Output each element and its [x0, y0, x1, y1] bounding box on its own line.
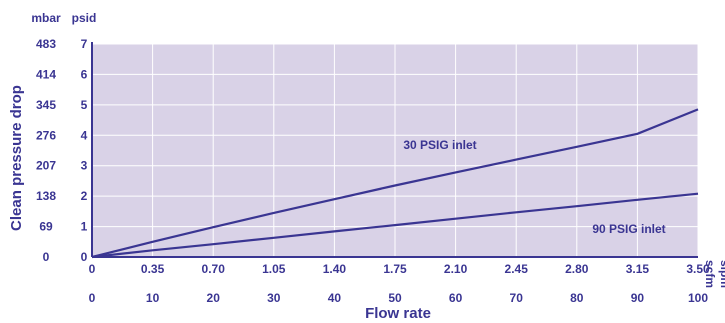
x-tick-label-slpm: 60 — [449, 291, 463, 305]
y-tick-label-psid: 6 — [81, 67, 88, 81]
x-unit-scfm: scfm — [703, 260, 717, 288]
x-tick-label-slpm: 80 — [570, 291, 584, 305]
y-tick-label-psid: 7 — [81, 37, 88, 51]
y-tick-label-mbar: 483 — [36, 37, 56, 51]
y-tick-label-psid: 5 — [81, 98, 88, 112]
y-tick-label-mbar: 0 — [43, 250, 50, 264]
series-label-30-psig: 30 PSIG inlet — [403, 138, 476, 152]
x-tick-label-scfm: 2.10 — [444, 262, 468, 276]
y-tick-label-mbar: 138 — [36, 189, 56, 203]
y-tick-label-psid: 3 — [81, 159, 88, 173]
y-tick-label-psid: 4 — [81, 128, 88, 142]
x-tick-label-scfm: 3.50 — [686, 262, 710, 276]
series-line-1 — [91, 192, 699, 259]
x-tick-label-slpm: 100 — [688, 291, 708, 305]
y-tick-label-mbar: 276 — [36, 128, 56, 142]
y-axis-title: Clean pressure drop — [8, 85, 25, 231]
x-axis-title: Flow rate — [365, 305, 431, 322]
series-lines — [91, 108, 699, 259]
y-unit-mbar: mbar — [31, 11, 61, 25]
x-tick-label-slpm: 40 — [328, 291, 342, 305]
x-tick-label-slpm: 0 — [89, 291, 96, 305]
x-unit-slpm: slpm — [718, 260, 725, 288]
x-tick-label-scfm: 3.15 — [626, 262, 650, 276]
y-tick-label-psid: 2 — [81, 189, 88, 203]
x-tick-label-slpm: 70 — [510, 291, 524, 305]
axes — [91, 42, 698, 258]
series-label-90-psig: 90 PSIG inlet — [592, 222, 665, 236]
x-tick-label-scfm: 1.40 — [323, 262, 347, 276]
x-tick-label-scfm: 0.70 — [202, 262, 226, 276]
y-tick-label-psid: 1 — [81, 220, 88, 234]
x-tick-label-slpm: 90 — [631, 291, 645, 305]
x-tick-label-scfm: 1.75 — [383, 262, 407, 276]
series-line-0 — [91, 108, 699, 259]
grid-lines — [92, 43, 699, 257]
x-tick-label-slpm: 10 — [146, 291, 160, 305]
x-tick-label-scfm: 0.35 — [141, 262, 165, 276]
y-tick-label-mbar: 345 — [36, 98, 56, 112]
y-tick-label-mbar: 207 — [36, 159, 56, 173]
x-tick-label-scfm: 0 — [89, 262, 96, 276]
y-tick-label-psid: 0 — [81, 250, 88, 264]
y-tick-label-mbar: 414 — [36, 67, 56, 81]
x-tick-label-scfm: 1.05 — [262, 262, 286, 276]
x-tick-label-scfm: 2.45 — [505, 262, 529, 276]
x-tick-label-slpm: 20 — [207, 291, 221, 305]
x-tick-label-slpm: 50 — [388, 291, 402, 305]
y-tick-label-mbar: 69 — [39, 220, 53, 234]
y-unit-psid: psid — [72, 11, 97, 25]
x-tick-label-slpm: 30 — [267, 291, 281, 305]
x-tick-label-scfm: 2.80 — [565, 262, 589, 276]
